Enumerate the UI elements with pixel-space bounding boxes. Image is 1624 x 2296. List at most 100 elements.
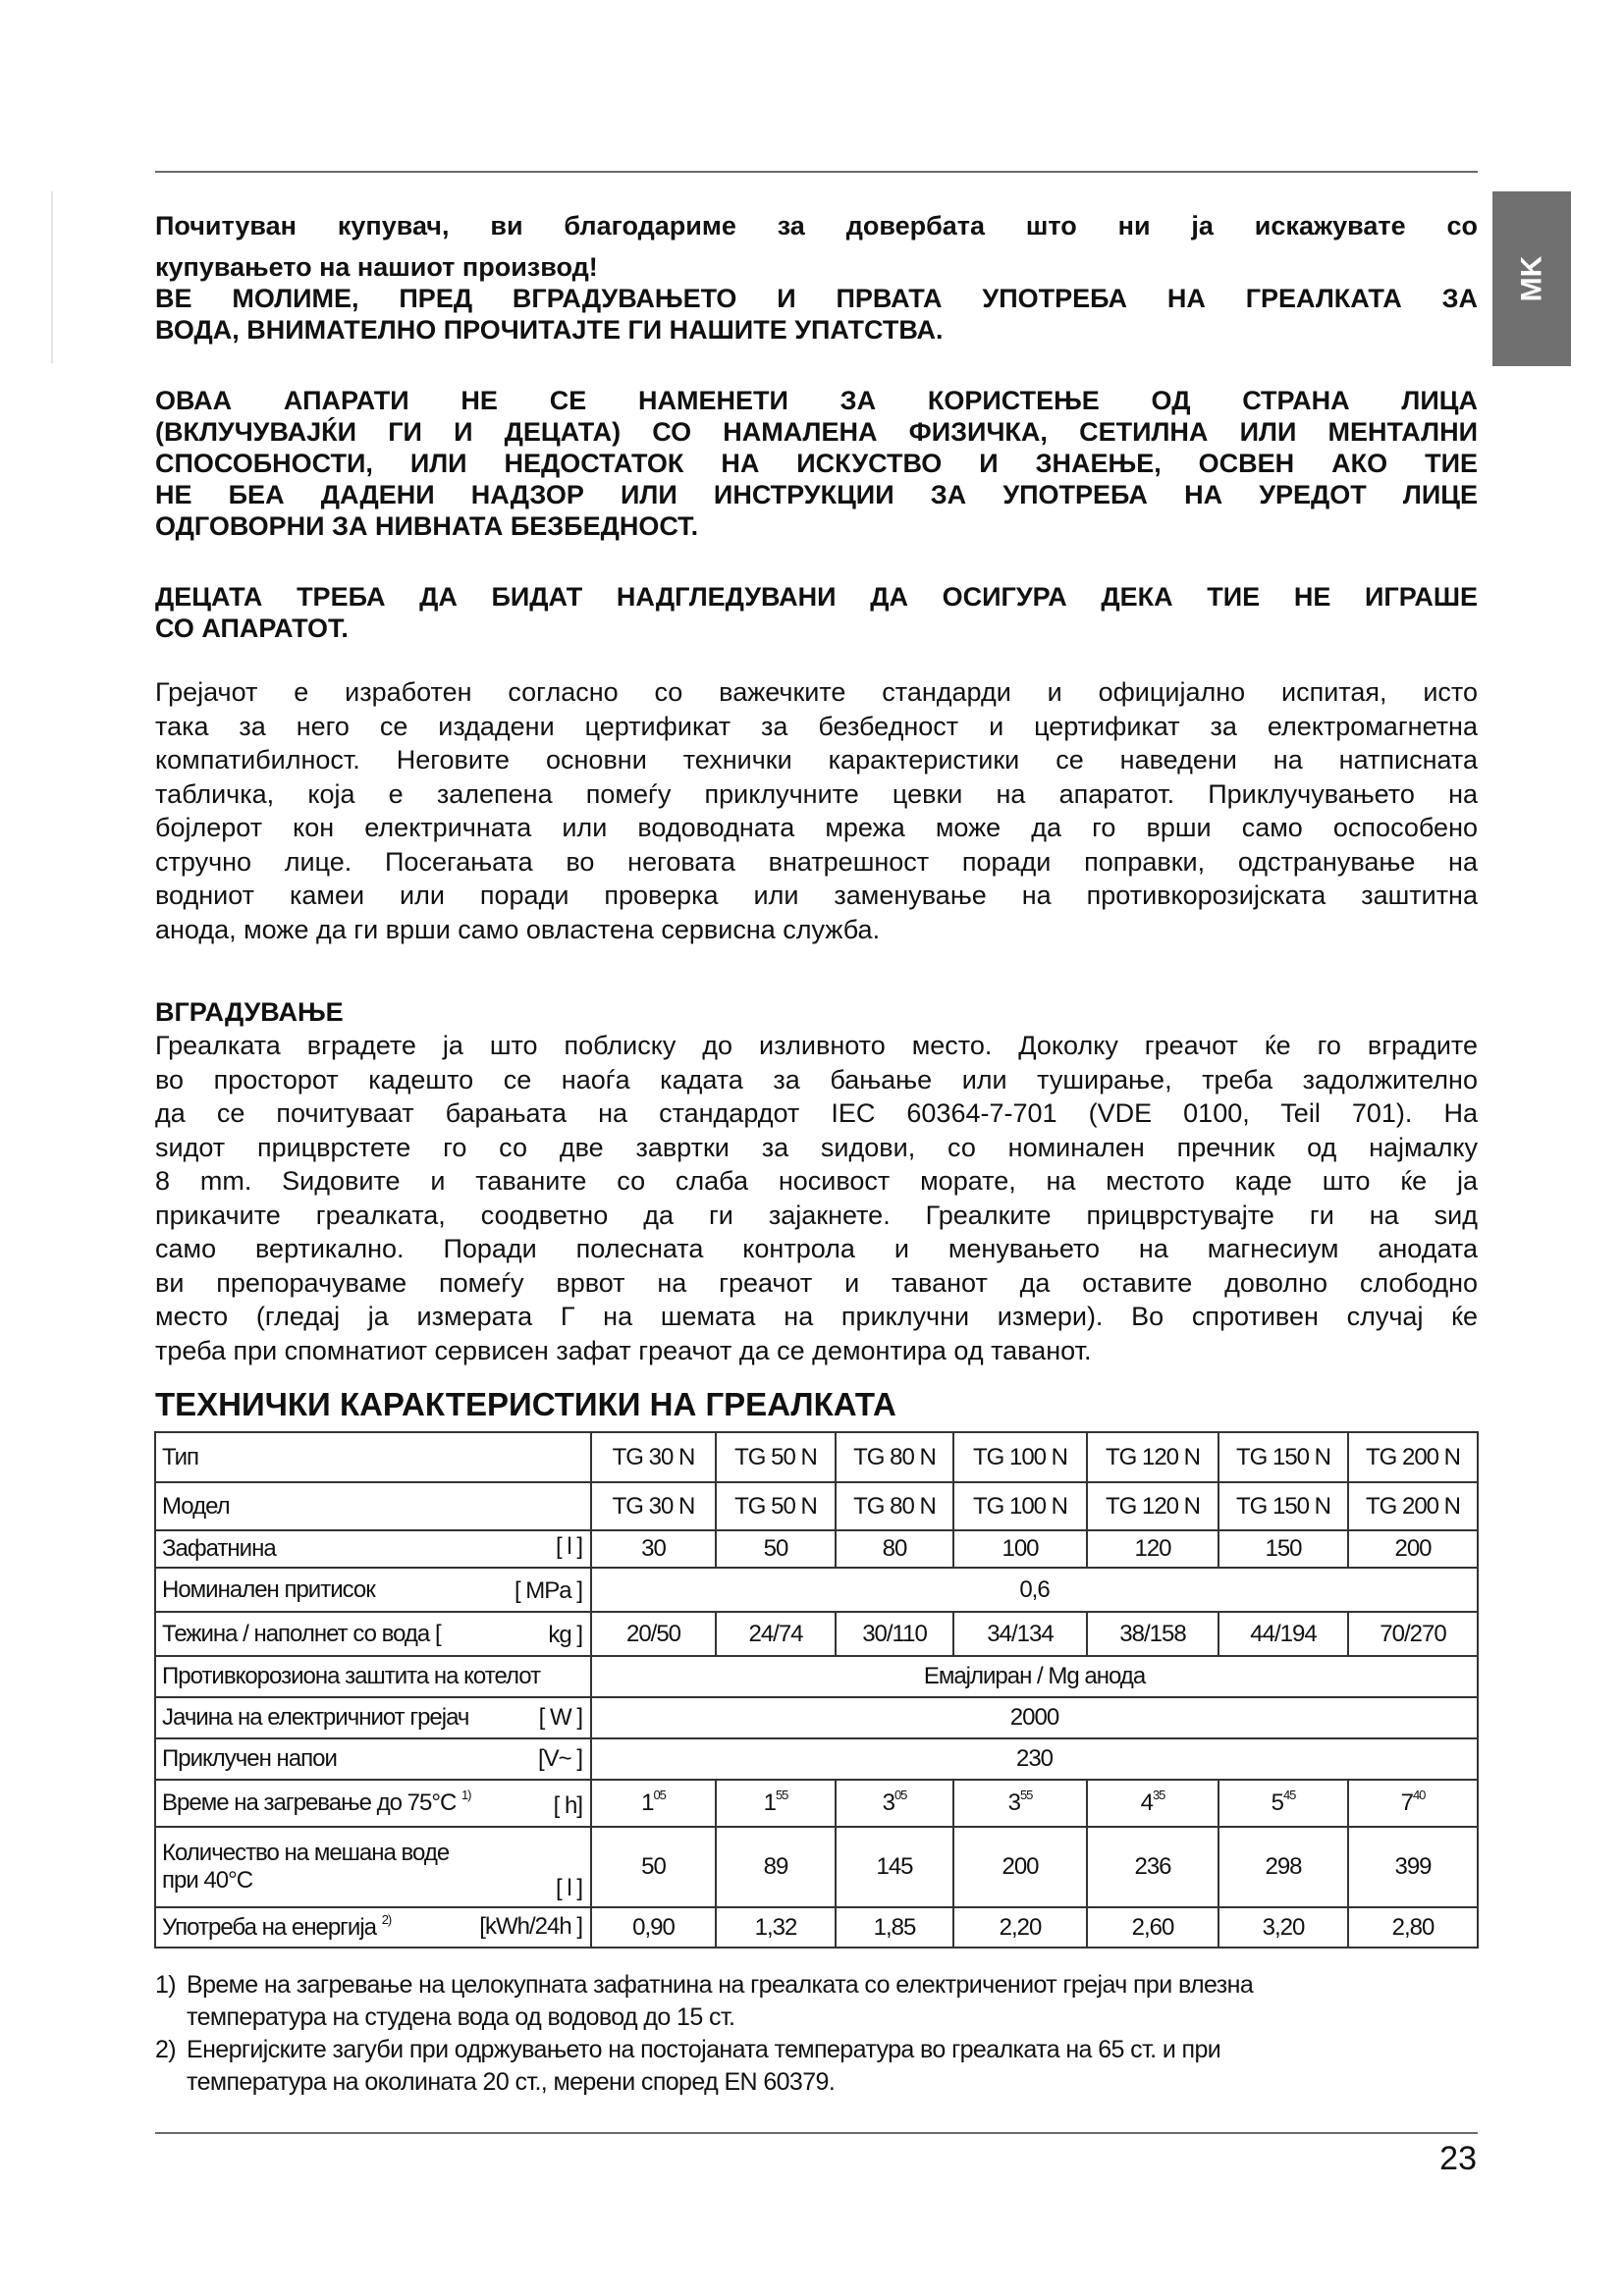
- text-line: стручно лице. Посегањата во неговата вна…: [155, 846, 1478, 877]
- footnote: 1) Време на загревање на целокупната зафа…: [155, 1971, 1254, 2031]
- text-line: ВОДА, ВНИМАТЕЛНО ПРОЧИТАЈТЕ ГИ НАШИТЕ УП…: [155, 315, 944, 345]
- cell: 150: [1218, 1529, 1349, 1569]
- cell: 355: [952, 1779, 1088, 1828]
- row-model: Модел TG 30 N TG 50 N TG 80 N TG 100 N TG 120…: [154, 1481, 1479, 1531]
- margin-line: [51, 191, 53, 363]
- cell: TG 30 N: [590, 1431, 717, 1483]
- row-pressure: Номинален притисок[ MPa ] 0,6: [154, 1567, 1479, 1613]
- cell: 50: [590, 1826, 717, 1908]
- text-line: да се почитуваат барањата на стандардот …: [155, 1098, 1478, 1128]
- text-line: компатибилност. Неговите основни техничк…: [155, 745, 1478, 774]
- language-tab-label: MK: [1515, 255, 1547, 302]
- cell: 80: [835, 1529, 954, 1569]
- row-label: Време на загревање до 75°C 1)[ h]: [154, 1779, 592, 1828]
- bottom-rule: [155, 2132, 1478, 2134]
- text-line: ѕидот прицврстете го со две завртки за ѕ…: [155, 1132, 1478, 1162]
- cell: 200: [952, 1826, 1088, 1908]
- cell: TG 120 N: [1086, 1431, 1219, 1483]
- row-label: Номинален притисок[ MPa ]: [154, 1567, 592, 1613]
- row-label: Тип: [154, 1431, 592, 1483]
- cell: 399: [1347, 1826, 1479, 1908]
- specs-title: ТЕХНИЧКИ КАРАКТЕРИСТИКИ НА ГРЕАЛКАТА: [155, 1386, 896, 1422]
- page-number: 23: [1439, 2140, 1477, 2177]
- cell: 1,32: [715, 1906, 837, 1949]
- intro-notice: Почитуван купувач, ви благодариме за дов…: [155, 210, 1478, 346]
- row-label: Јачина на електричниот грејач[ W ]: [154, 1696, 592, 1739]
- text-line: Грејачот е изработен согласно со важечки…: [155, 677, 1478, 707]
- row-label: Зафатнина[ l ]: [154, 1529, 592, 1569]
- row-power: Јачина на електричниот грејач[ W ] 2000: [154, 1696, 1479, 1739]
- text-line: ВЕ МОЛИМЕ, ПРЕД ВГРАДУВАЊЕТО И ПРВАТА УП…: [155, 284, 1478, 313]
- text-line: во просторот кадешто се наоѓа кадата за …: [155, 1064, 1478, 1095]
- text-line: 8 mm. Ѕидовите и таваните со слаба носив…: [155, 1166, 1478, 1196]
- installation-section: ВГРАДУВАЊЕ Греалката вградете ја што поб…: [155, 995, 1478, 1367]
- text-line: ОВАА АПАРАТИ НЕ СЕ НАМЕНЕТИ ЗА КОРИСТЕЊЕ…: [155, 386, 1478, 415]
- cell: TG 100 N: [952, 1431, 1088, 1483]
- cell: 435: [1086, 1779, 1219, 1828]
- cell: 2,60: [1086, 1906, 1219, 1949]
- row-volume: Зафатнина[ l ] 30 50 80 100 120 150 200: [154, 1529, 1479, 1569]
- cell: 50: [715, 1529, 837, 1569]
- text-line: ви препорачуваме помеѓу врвот на греачот…: [155, 1267, 1478, 1298]
- text-line: прикачите греалката, соодветно да ги зај…: [155, 1200, 1478, 1230]
- cell: 24/74: [715, 1611, 837, 1657]
- text-line: така за него се издадени цертификат за б…: [155, 711, 1478, 741]
- general-paragraph: Грејачот е изработен согласно со важечки…: [155, 675, 1478, 946]
- cell: 145: [835, 1826, 954, 1908]
- cell: 2,80: [1347, 1906, 1479, 1949]
- text-line: водниот камеи или поради проверка или за…: [155, 881, 1478, 910]
- cell: 236: [1086, 1826, 1219, 1908]
- cell: 38/158: [1086, 1611, 1219, 1657]
- footnote: 2) Енергијските загуби при одржувањето на…: [155, 2036, 1221, 2096]
- cell: 100: [952, 1529, 1088, 1569]
- cell: 20/50: [590, 1611, 717, 1657]
- text-line: СО АПАРАТОТ.: [155, 614, 349, 643]
- cell: 70/270: [1347, 1611, 1479, 1657]
- cell: 34/134: [952, 1611, 1088, 1657]
- cell: TG 200 N: [1347, 1481, 1479, 1531]
- cell: 30/110: [835, 1611, 954, 1657]
- cell: 298: [1218, 1826, 1349, 1908]
- cell: 2000: [590, 1696, 1479, 1739]
- row-label: Количество на мешана воде при 40°C[ l ]: [154, 1826, 592, 1908]
- row-energy: Употреба на енергија 2) [kWh/24h ] 0,90 1,3…: [154, 1906, 1479, 1949]
- cell: TG 150 N: [1218, 1481, 1349, 1531]
- text-line: ДЕЦАТА ТРЕБА ДА БИДАТ НАДГЛЕДУВАНИ ДА ОС…: [155, 582, 1478, 612]
- row-label: Противкорозиона заштита на котелот: [154, 1655, 592, 1698]
- text-line: анода, може да ги врши само овластена се…: [155, 914, 881, 944]
- children-warning: ДЕЦАТА ТРЕБА ДА БИДАТ НАДГЛЕДУВАНИ ДА ОС…: [155, 581, 1478, 644]
- cell: 200: [1347, 1529, 1479, 1569]
- cell: 105: [590, 1779, 717, 1828]
- text-line: купувањето на нашиот производ!: [155, 252, 598, 282]
- cell: 155: [715, 1779, 837, 1828]
- footnotes: 1) Време на загревање на целокупната зафа…: [155, 1969, 1478, 2099]
- row-mixed-water: Количество на мешана воде при 40°C[ l ] 50…: [154, 1826, 1479, 1908]
- row-corrosion: Противкорозиона заштита на котелот Емајли…: [154, 1655, 1479, 1698]
- safety-warning: ОВАА АПАРАТИ НЕ СЕ НАМЕНЕТИ ЗА КОРИСТЕЊЕ…: [155, 385, 1478, 542]
- row-label: Тежина / наполнет со вода [kg ]: [154, 1611, 592, 1657]
- row-weight: Тежина / наполнет со вода [kg ] 20/50 24/7…: [154, 1611, 1479, 1657]
- cell: TG 120 N: [1086, 1481, 1219, 1531]
- cell: 44/194: [1218, 1611, 1349, 1657]
- cell: TG 30 N: [590, 1481, 717, 1531]
- cell: 0,90: [590, 1906, 717, 1949]
- cell: Емајлиран / Mg анода: [590, 1655, 1479, 1698]
- text-line: само вертикално. Поради полесната контро…: [155, 1234, 1478, 1263]
- cell: 89: [715, 1826, 837, 1908]
- cell: TG 50 N: [715, 1481, 837, 1531]
- text-line: (ВКЛУЧУВАЈЌИ ГИ И ДЕЦАТА) СО НАМАЛЕНА ФИ…: [155, 417, 1478, 447]
- text-line: Греалката вградете ја што поблиску до из…: [155, 1031, 1478, 1060]
- text-line: треба при спомнатиот сервисен зафат греа…: [155, 1335, 1092, 1365]
- cell: 0,6: [590, 1567, 1479, 1613]
- text-line: табличка, која е залепена помеѓу приклуч…: [155, 778, 1478, 809]
- row-heating-time: Време на загревање до 75°C 1)[ h] 105 155 3…: [154, 1779, 1479, 1828]
- row-label: Приклучен напои [V~ ]: [154, 1737, 592, 1781]
- cell: 305: [835, 1779, 954, 1828]
- top-rule: [155, 171, 1478, 173]
- cell: TG 80 N: [835, 1431, 954, 1483]
- text-line: НЕ БЕА ДАДЕНИ НАДЗОР ИЛИ ИНСТРУКЦИИ ЗА У…: [155, 480, 1478, 509]
- cell: 120: [1086, 1529, 1219, 1569]
- cell: TG 150 N: [1218, 1431, 1349, 1483]
- installation-heading: ВГРАДУВАЊЕ: [155, 997, 344, 1027]
- cell: 2,20: [952, 1906, 1088, 1949]
